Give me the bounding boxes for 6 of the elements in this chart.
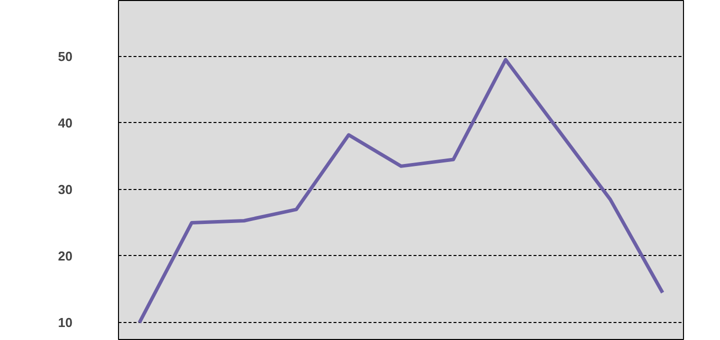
y-tick-label: 30 bbox=[58, 182, 73, 197]
y-tick-label: 50 bbox=[58, 48, 73, 64]
y-tick-label: 40 bbox=[58, 115, 73, 130]
y-tick-label: 20 bbox=[58, 248, 73, 264]
line-series bbox=[138, 58, 664, 324]
y-tick-label: 10 bbox=[58, 315, 73, 330]
